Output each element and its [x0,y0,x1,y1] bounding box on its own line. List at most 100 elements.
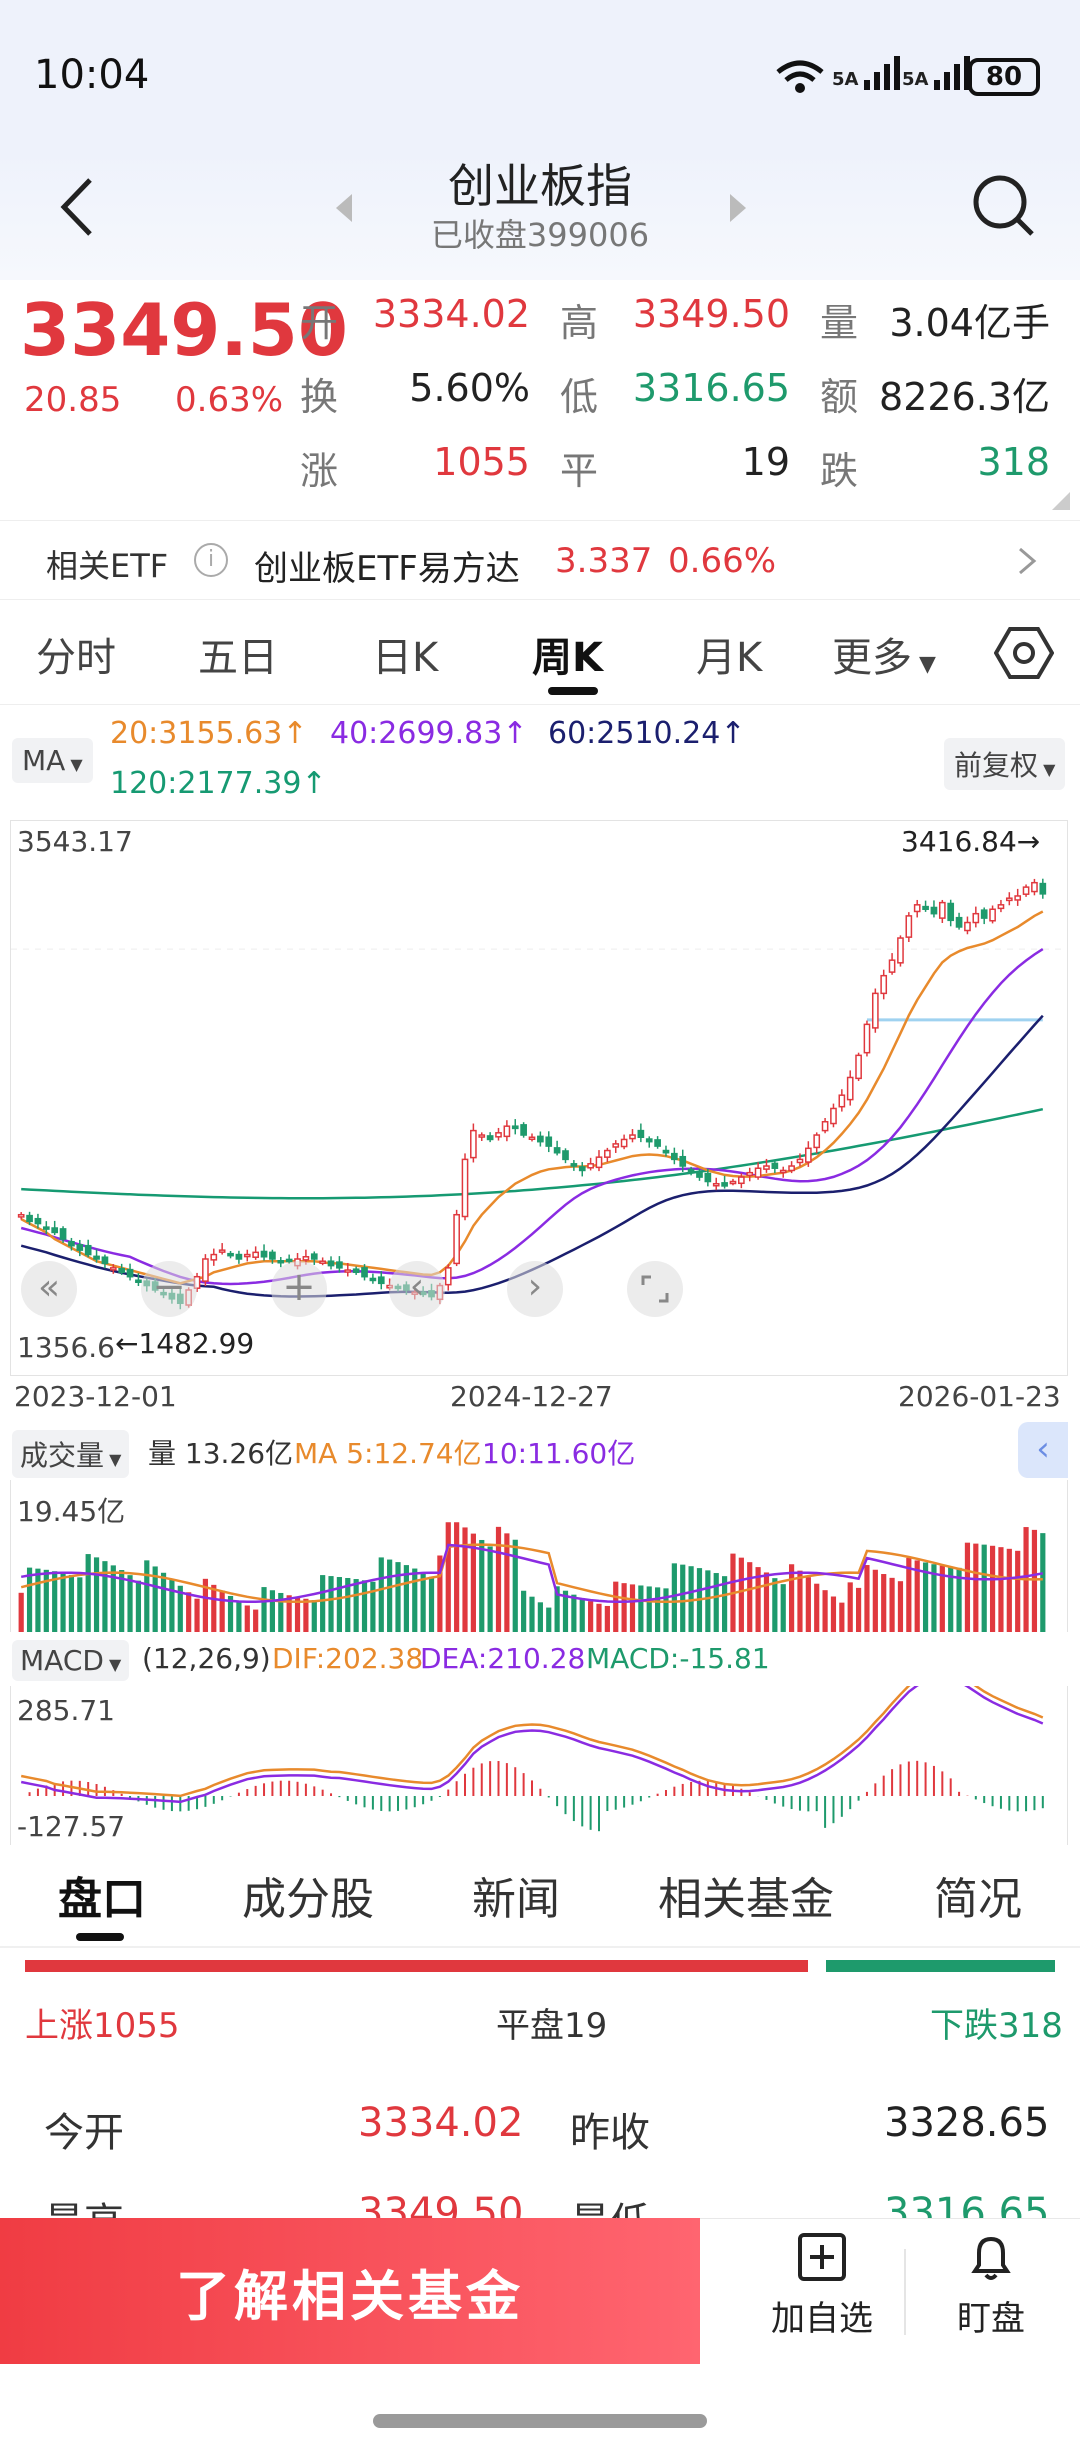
watch-button[interactable]: 盯盘 [926,2231,1056,2351]
candle-body [1014,895,1022,901]
quote-value: 3349.50 [632,292,790,336]
candle-body [654,1139,661,1147]
tab-wuri[interactable]: 五日 [198,635,278,681]
prev-index-button[interactable] [330,188,360,228]
kline-chart[interactable]: 3543.17 3416.84→ 1356.6 ←1482.99 « − + ‹… [10,820,1068,1376]
page-title: 创业板指 [448,159,632,213]
volume-bar [546,1607,552,1632]
volume-bar [445,1522,451,1632]
battery-icon: 80 [968,58,1040,96]
volume-bar [998,1547,1004,1632]
volume-bar [705,1570,711,1632]
scroll-left-fast-button[interactable]: « [21,1261,77,1317]
quote-value: 1055 [433,440,530,484]
volume-bar [956,1567,962,1632]
prev-close-value: 3328.65 [884,2100,1050,2146]
candle-body [771,1162,779,1169]
candle-body [763,1165,770,1170]
info-icon[interactable]: i [194,543,228,577]
volume-bar [931,1564,937,1632]
candle-body [888,959,896,973]
volume-bar [495,1526,502,1632]
last-price: 3349.50 [20,288,348,372]
etf-name: 创业板ETF易方达 [254,549,520,589]
volume-bar [889,1577,895,1632]
volume-bar [747,1562,753,1632]
chevron-left-icon [60,178,92,236]
zoom-out-button[interactable]: − [141,1261,197,1317]
chart-period-tabs: 分时 五日 日K 周K 月K 更多 ▼ [0,605,1080,705]
info-tabs: 盘口 成分股 新闻 相关基金 简况 [0,1845,1080,1945]
search-button[interactable] [968,170,1038,240]
volume-bar [663,1588,669,1632]
volume-bar [512,1539,518,1632]
volume-ma10: 10:11.60亿 [482,1437,636,1470]
scroll-left-button[interactable]: ‹ [389,1261,445,1317]
candle-body [84,1244,92,1256]
add-watchlist-button[interactable]: 加自选 [752,2231,892,2351]
candle-body [109,1267,117,1271]
candle-body [821,1121,829,1132]
collapse-panel-button[interactable]: ‹ [1018,1422,1068,1478]
fullscreen-button[interactable] [627,1261,683,1317]
candle-body [520,1124,527,1136]
tab-more[interactable]: 更多 ▼ [832,635,936,681]
home-indicator [373,2414,707,2428]
volume-bar [797,1570,803,1632]
volume-bar [504,1533,510,1632]
volume-bar [529,1596,535,1632]
open-label: 今开 [44,2110,124,2156]
zoom-in-button[interactable]: + [271,1261,327,1317]
tab-news[interactable]: 新闻 [472,1874,560,1925]
macd-value: MACD:-15.81 [586,1642,770,1675]
volume-bar [814,1583,820,1632]
ma-selector[interactable]: MA ▼ [12,738,93,783]
y-max-label: 3543.17 [17,825,133,858]
volume-bar [989,1545,996,1632]
next-index-button[interactable] [722,188,752,228]
candle-body [830,1107,837,1125]
volume-bar [839,1602,845,1632]
macd-selector[interactable]: MACD ▼ [12,1640,130,1681]
tab-fenshi[interactable]: 分时 [36,635,116,681]
quote-label: 跌 [820,449,859,493]
tab-daily-k[interactable]: 日K [372,635,439,681]
candle-body [528,1136,536,1140]
tab-weekly-k[interactable]: 周K [532,635,603,681]
learn-funds-button[interactable]: 了解相关基金 [0,2218,700,2364]
x-label-start: 2023-12-01 [14,1380,177,1413]
candle-body [913,904,921,913]
volume-bar [236,1600,242,1632]
volume-chart: 19.45亿 [10,1480,1068,1632]
breadth-down-label: 下跌318 [930,2006,1063,2046]
tab-pankou[interactable]: 盘口 [58,1874,146,1925]
ma60-value: 60:2510.24↑ [548,716,746,751]
candle-body [344,1269,352,1273]
settings-button[interactable] [993,623,1055,683]
volume-selector[interactable]: 成交量 ▼ [12,1430,130,1478]
volume-bar [395,1562,401,1632]
scroll-right-button[interactable]: › [507,1261,563,1317]
tab-profile[interactable]: 简况 [934,1874,1022,1925]
quote-value: 19 [741,440,790,484]
candle-body [620,1138,628,1148]
candle-body [562,1150,569,1161]
tab-components[interactable]: 成分股 [242,1874,374,1925]
signal-icon: 5A [832,56,901,90]
volume-bar [981,1544,987,1632]
candle-body [101,1256,109,1265]
related-etf-row[interactable]: 相关ETF i 创业板ETF易方达 3.337 0.66% [0,520,1080,600]
candle-body [545,1136,553,1147]
candle-body [218,1249,226,1253]
adjust-selector[interactable]: 前复权 ▼ [944,738,1066,790]
volume-bar [303,1598,309,1632]
volume-bar [186,1592,192,1632]
volume-bar [18,1592,24,1632]
candle-body [997,904,1005,910]
volume-bar [521,1590,527,1632]
tab-monthly-k[interactable]: 月K [696,635,763,681]
candle-body [570,1163,578,1167]
volume-bar [1040,1533,1046,1632]
back-button[interactable] [50,172,110,242]
tab-related-funds[interactable]: 相关基金 [658,1874,834,1925]
